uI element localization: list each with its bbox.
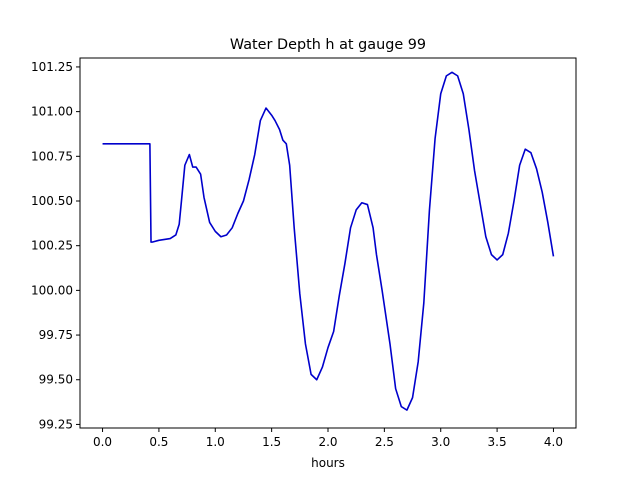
x-axis: 0.0 0.5 1.0 1.5 2.0 2.5 3.0 3.5 4.0 bbox=[93, 428, 563, 449]
y-tick-label: 101.00 bbox=[31, 105, 73, 119]
x-axis-label: hours bbox=[311, 456, 345, 470]
x-tick-label: 1.5 bbox=[262, 435, 281, 449]
x-tick-label: 2.0 bbox=[318, 435, 337, 449]
plot-area bbox=[102, 71, 555, 411]
x-tick-label: 3.0 bbox=[431, 435, 450, 449]
x-tick-label: 1.0 bbox=[206, 435, 225, 449]
x-tick-label: 3.5 bbox=[488, 435, 507, 449]
series-line bbox=[102, 71, 555, 411]
y-tick-label: 100.50 bbox=[31, 194, 73, 208]
y-axis: 99.25 99.50 99.75 100.00 100.25 100.50 100.75 1… bbox=[31, 60, 80, 431]
y-tick-label: 99.75 bbox=[39, 328, 73, 342]
x-tick-label: 0.0 bbox=[93, 435, 112, 449]
x-tick-label: 4.0 bbox=[544, 435, 563, 449]
y-tick-label: 101.25 bbox=[31, 60, 73, 74]
y-tick-label: 100.25 bbox=[31, 239, 73, 253]
x-tick-label: 2.5 bbox=[375, 435, 394, 449]
x-tick-label: 0.5 bbox=[149, 435, 168, 449]
y-tick-label: 99.25 bbox=[39, 417, 73, 431]
y-tick-label: 100.00 bbox=[31, 283, 73, 297]
y-tick-label: 99.50 bbox=[39, 373, 73, 387]
chart-title: Water Depth h at gauge 99 bbox=[230, 37, 426, 53]
y-tick-label: 100.75 bbox=[31, 149, 73, 163]
